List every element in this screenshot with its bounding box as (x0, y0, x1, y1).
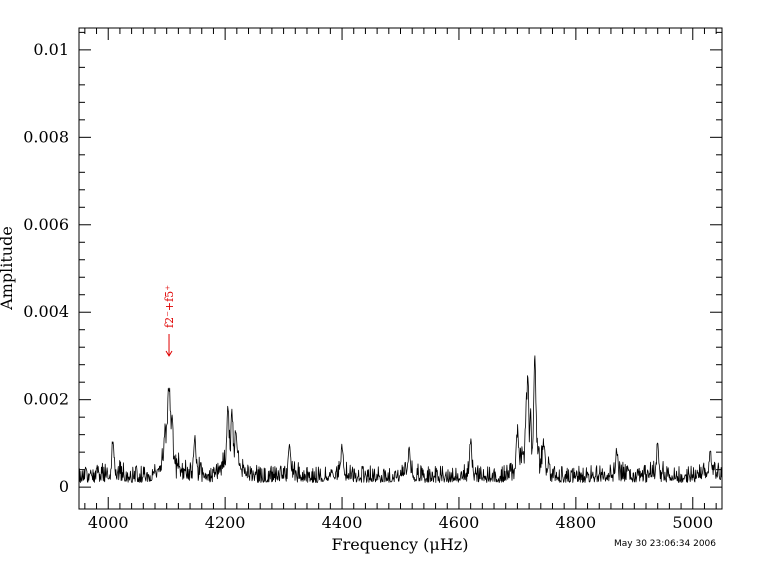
axis-ticks (79, 28, 722, 509)
timestamp-stamp: May 30 23:06:34 2006 (614, 539, 716, 549)
x-tick-label: 4200 (205, 513, 246, 532)
x-tick-label: 4400 (322, 513, 363, 532)
y-tick-label: 0 (59, 477, 69, 496)
peak-annotation: f2⁻+f5⁺ (163, 285, 176, 357)
y-axis-title: Amplitude (0, 226, 16, 311)
annotation-arrow (165, 333, 173, 357)
y-tick-label: 0.004 (23, 302, 69, 321)
y-tick-label: 0.008 (23, 127, 69, 146)
x-tick-label: 4600 (439, 513, 480, 532)
x-tick-label: 5000 (672, 513, 713, 532)
x-tick-label: 4800 (556, 513, 597, 532)
x-tick-labels: 4000 4200 4400 4600 4800 5000 (88, 513, 713, 532)
y-tick-label: 0.002 (23, 390, 69, 409)
spectrum-series-line (78, 355, 722, 483)
x-axis-title: Frequency (μHz) (332, 535, 469, 554)
x-tick-label: 4000 (88, 513, 129, 532)
plot-frame (78, 27, 723, 510)
y-tick-label: 0.006 (23, 215, 69, 234)
y-tick-labels: 0 0.002 0.004 0.006 0.008 0.01 (23, 40, 69, 496)
annotation-label: f2⁻+f5⁺ (163, 285, 176, 328)
y-tick-label: 0.01 (33, 40, 69, 59)
